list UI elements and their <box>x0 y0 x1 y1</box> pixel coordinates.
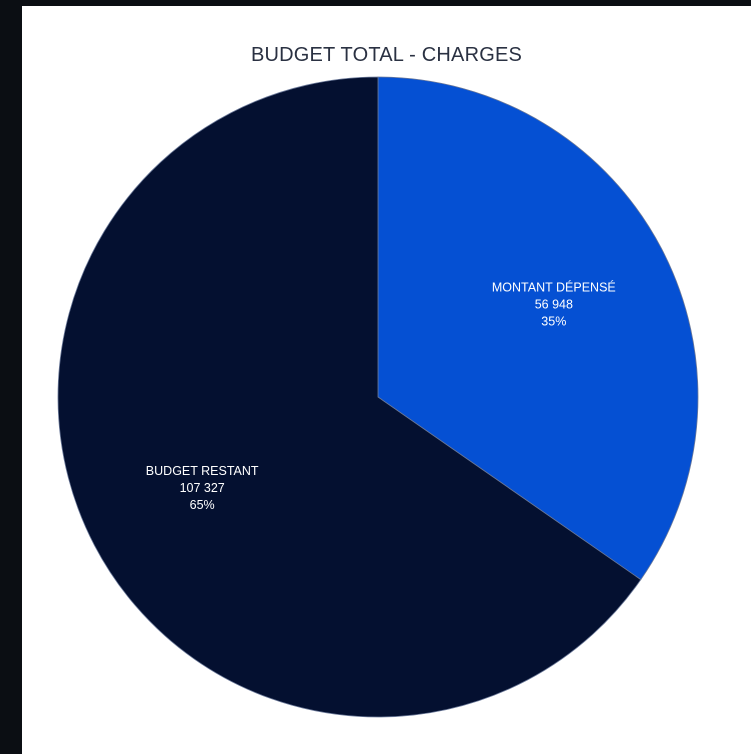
slice-percent-label: 35% <box>541 314 566 328</box>
slice-value-label: 56 948 <box>535 297 573 311</box>
slice-percent-label: 65% <box>190 498 215 512</box>
pie-slice-budget-restant[interactable] <box>57 76 642 718</box>
slice-label-group: BUDGET RESTANT 107 327 65% <box>146 464 259 512</box>
slice-name-label: BUDGET RESTANT <box>146 464 259 478</box>
slice-name-label: MONTANT DÉPENSÉ <box>492 279 616 294</box>
pie-chart: MONTANT DÉPENSÉ 56 948 35% BUDGET RESTANT 10… <box>57 76 699 718</box>
pie-slice-montant-d-pens-[interactable] <box>377 76 699 581</box>
slice-label-group: MONTANT DÉPENSÉ 56 948 35% <box>492 279 616 328</box>
chart-card: BUDGET TOTAL - CHARGES MONTANT DÉPENSÉ 56… <box>22 6 751 754</box>
slice-value-label: 107 327 <box>180 481 225 495</box>
chart-title: BUDGET TOTAL - CHARGES <box>250 44 523 66</box>
